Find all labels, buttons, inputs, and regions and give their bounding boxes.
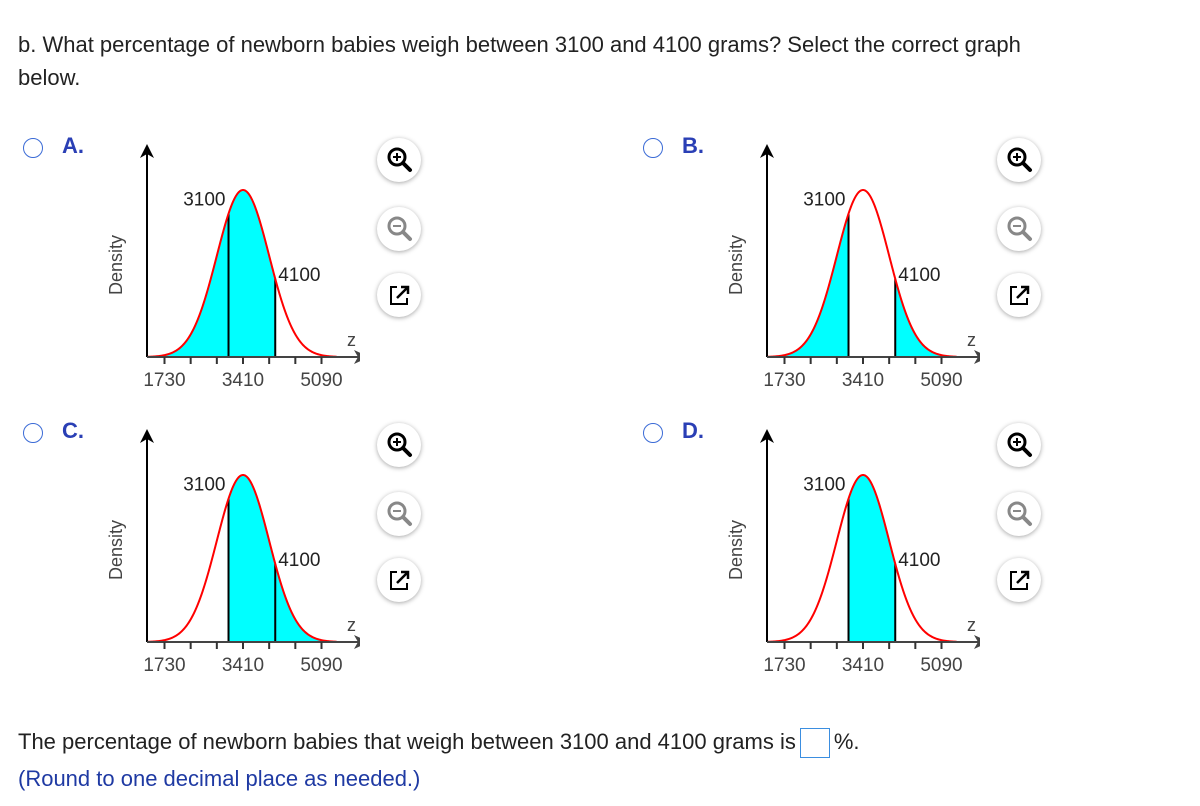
open-external-button[interactable] xyxy=(377,273,421,317)
tick-label: 5090 xyxy=(920,655,962,676)
open-external-icon xyxy=(390,570,410,590)
y-axis-label: Density xyxy=(106,235,126,295)
density-curve xyxy=(146,474,337,643)
zoom-in-icon xyxy=(1007,432,1032,457)
tick-label: 1730 xyxy=(143,655,185,676)
marker-label-3100: 3100 xyxy=(183,475,225,496)
tick-label: 5090 xyxy=(300,655,342,676)
answer-suffix: %. xyxy=(833,728,860,754)
zoom-out-icon xyxy=(1007,501,1032,526)
marker-label-3100: 3100 xyxy=(803,190,845,211)
zoom-out-button[interactable] xyxy=(997,207,1041,251)
x-axis-arrow-icon xyxy=(974,350,980,364)
marker-label-3100: 3100 xyxy=(803,475,845,496)
y-axis-arrow-icon xyxy=(140,144,154,158)
zoom-out-icon xyxy=(387,501,412,526)
shaded-region xyxy=(228,475,337,642)
zoom-out-button[interactable] xyxy=(997,492,1041,536)
option-label[interactable]: D. xyxy=(682,418,704,443)
marker-label-4100: 4100 xyxy=(278,265,320,286)
tick-label: 3410 xyxy=(842,655,884,676)
shaded-region xyxy=(767,213,849,357)
density-curve xyxy=(766,474,957,643)
zoom-in-button[interactable] xyxy=(377,138,421,182)
tick-label: 5090 xyxy=(920,370,962,391)
x-axis-arrow-icon xyxy=(354,635,360,649)
zoom-in-button[interactable] xyxy=(997,138,1041,182)
radio-button[interactable] xyxy=(23,138,43,158)
open-external-button[interactable] xyxy=(997,273,1041,317)
y-axis-arrow-icon xyxy=(760,429,774,443)
answer-prefix: The percentage of newborn babies that we… xyxy=(18,728,796,754)
open-external-icon xyxy=(1010,285,1030,305)
option-d: D. 1730 3410 5090 z Density 3100 4100 xyxy=(620,415,1200,700)
marker-label-4100: 4100 xyxy=(278,550,320,571)
answer-sentence: The percentage of newborn babies that we… xyxy=(18,728,860,758)
y-axis-arrow-icon xyxy=(760,144,774,158)
y-axis-label: Density xyxy=(106,520,126,580)
x-axis-arrow-icon xyxy=(354,350,360,364)
marker-label-4100: 4100 xyxy=(898,265,940,286)
option-label[interactable]: B. xyxy=(682,133,704,158)
y-axis-label: Density xyxy=(726,235,746,295)
zoom-in-icon xyxy=(1007,147,1032,172)
zoom-in-button[interactable] xyxy=(377,423,421,467)
tick-label: 3410 xyxy=(222,655,264,676)
marker-label-3100: 3100 xyxy=(183,190,225,211)
option-label[interactable]: C. xyxy=(62,418,84,443)
zoom-in-icon xyxy=(387,432,412,457)
shaded-region xyxy=(147,190,276,357)
tick-label: 3410 xyxy=(222,370,264,391)
x-axis-label: z xyxy=(967,330,976,350)
x-axis-label: z xyxy=(347,615,356,635)
question-line-2: below. xyxy=(18,65,81,90)
tick-label: 5090 xyxy=(300,370,342,391)
open-external-icon xyxy=(1010,570,1030,590)
y-axis-label: Density xyxy=(726,520,746,580)
tick-label: 1730 xyxy=(143,370,185,391)
tick-label: 1730 xyxy=(763,655,805,676)
x-axis-label: z xyxy=(967,615,976,635)
tick-label: 3410 xyxy=(842,370,884,391)
open-external-icon xyxy=(390,285,410,305)
open-external-button[interactable] xyxy=(377,558,421,602)
x-axis-label: z xyxy=(347,330,356,350)
radio-button[interactable] xyxy=(643,423,663,443)
zoom-in-button[interactable] xyxy=(997,423,1041,467)
density-curve xyxy=(766,189,957,358)
zoom-out-icon xyxy=(1007,216,1032,241)
question-line-1: b. What percentage of newborn babies wei… xyxy=(18,32,1021,57)
option-a: A. 1730 3410 5090 z Density 3100 4100 xyxy=(0,130,600,415)
radio-button[interactable] xyxy=(643,138,663,158)
option-b: B. 1730 3410 5090 z Density 3100 4100 xyxy=(620,130,1200,415)
marker-label-4100: 4100 xyxy=(898,550,940,571)
tick-label: 1730 xyxy=(763,370,805,391)
density-curve xyxy=(146,189,337,358)
option-label[interactable]: A. xyxy=(62,133,84,158)
zoom-in-icon xyxy=(387,147,412,172)
open-external-button[interactable] xyxy=(997,558,1041,602)
radio-button[interactable] xyxy=(23,423,43,443)
answer-input[interactable] xyxy=(799,728,830,758)
question-text: b. What percentage of newborn babies wei… xyxy=(18,28,1200,94)
zoom-out-button[interactable] xyxy=(377,207,421,251)
shaded-region xyxy=(848,475,896,642)
option-c: C. 1730 3410 5090 z Density 3100 4100 xyxy=(0,415,600,700)
x-axis-arrow-icon xyxy=(974,635,980,649)
zoom-out-button[interactable] xyxy=(377,492,421,536)
y-axis-arrow-icon xyxy=(140,429,154,443)
zoom-out-icon xyxy=(387,216,412,241)
rounding-note: (Round to one decimal place as needed.) xyxy=(18,766,421,791)
shaded-region xyxy=(895,278,957,357)
